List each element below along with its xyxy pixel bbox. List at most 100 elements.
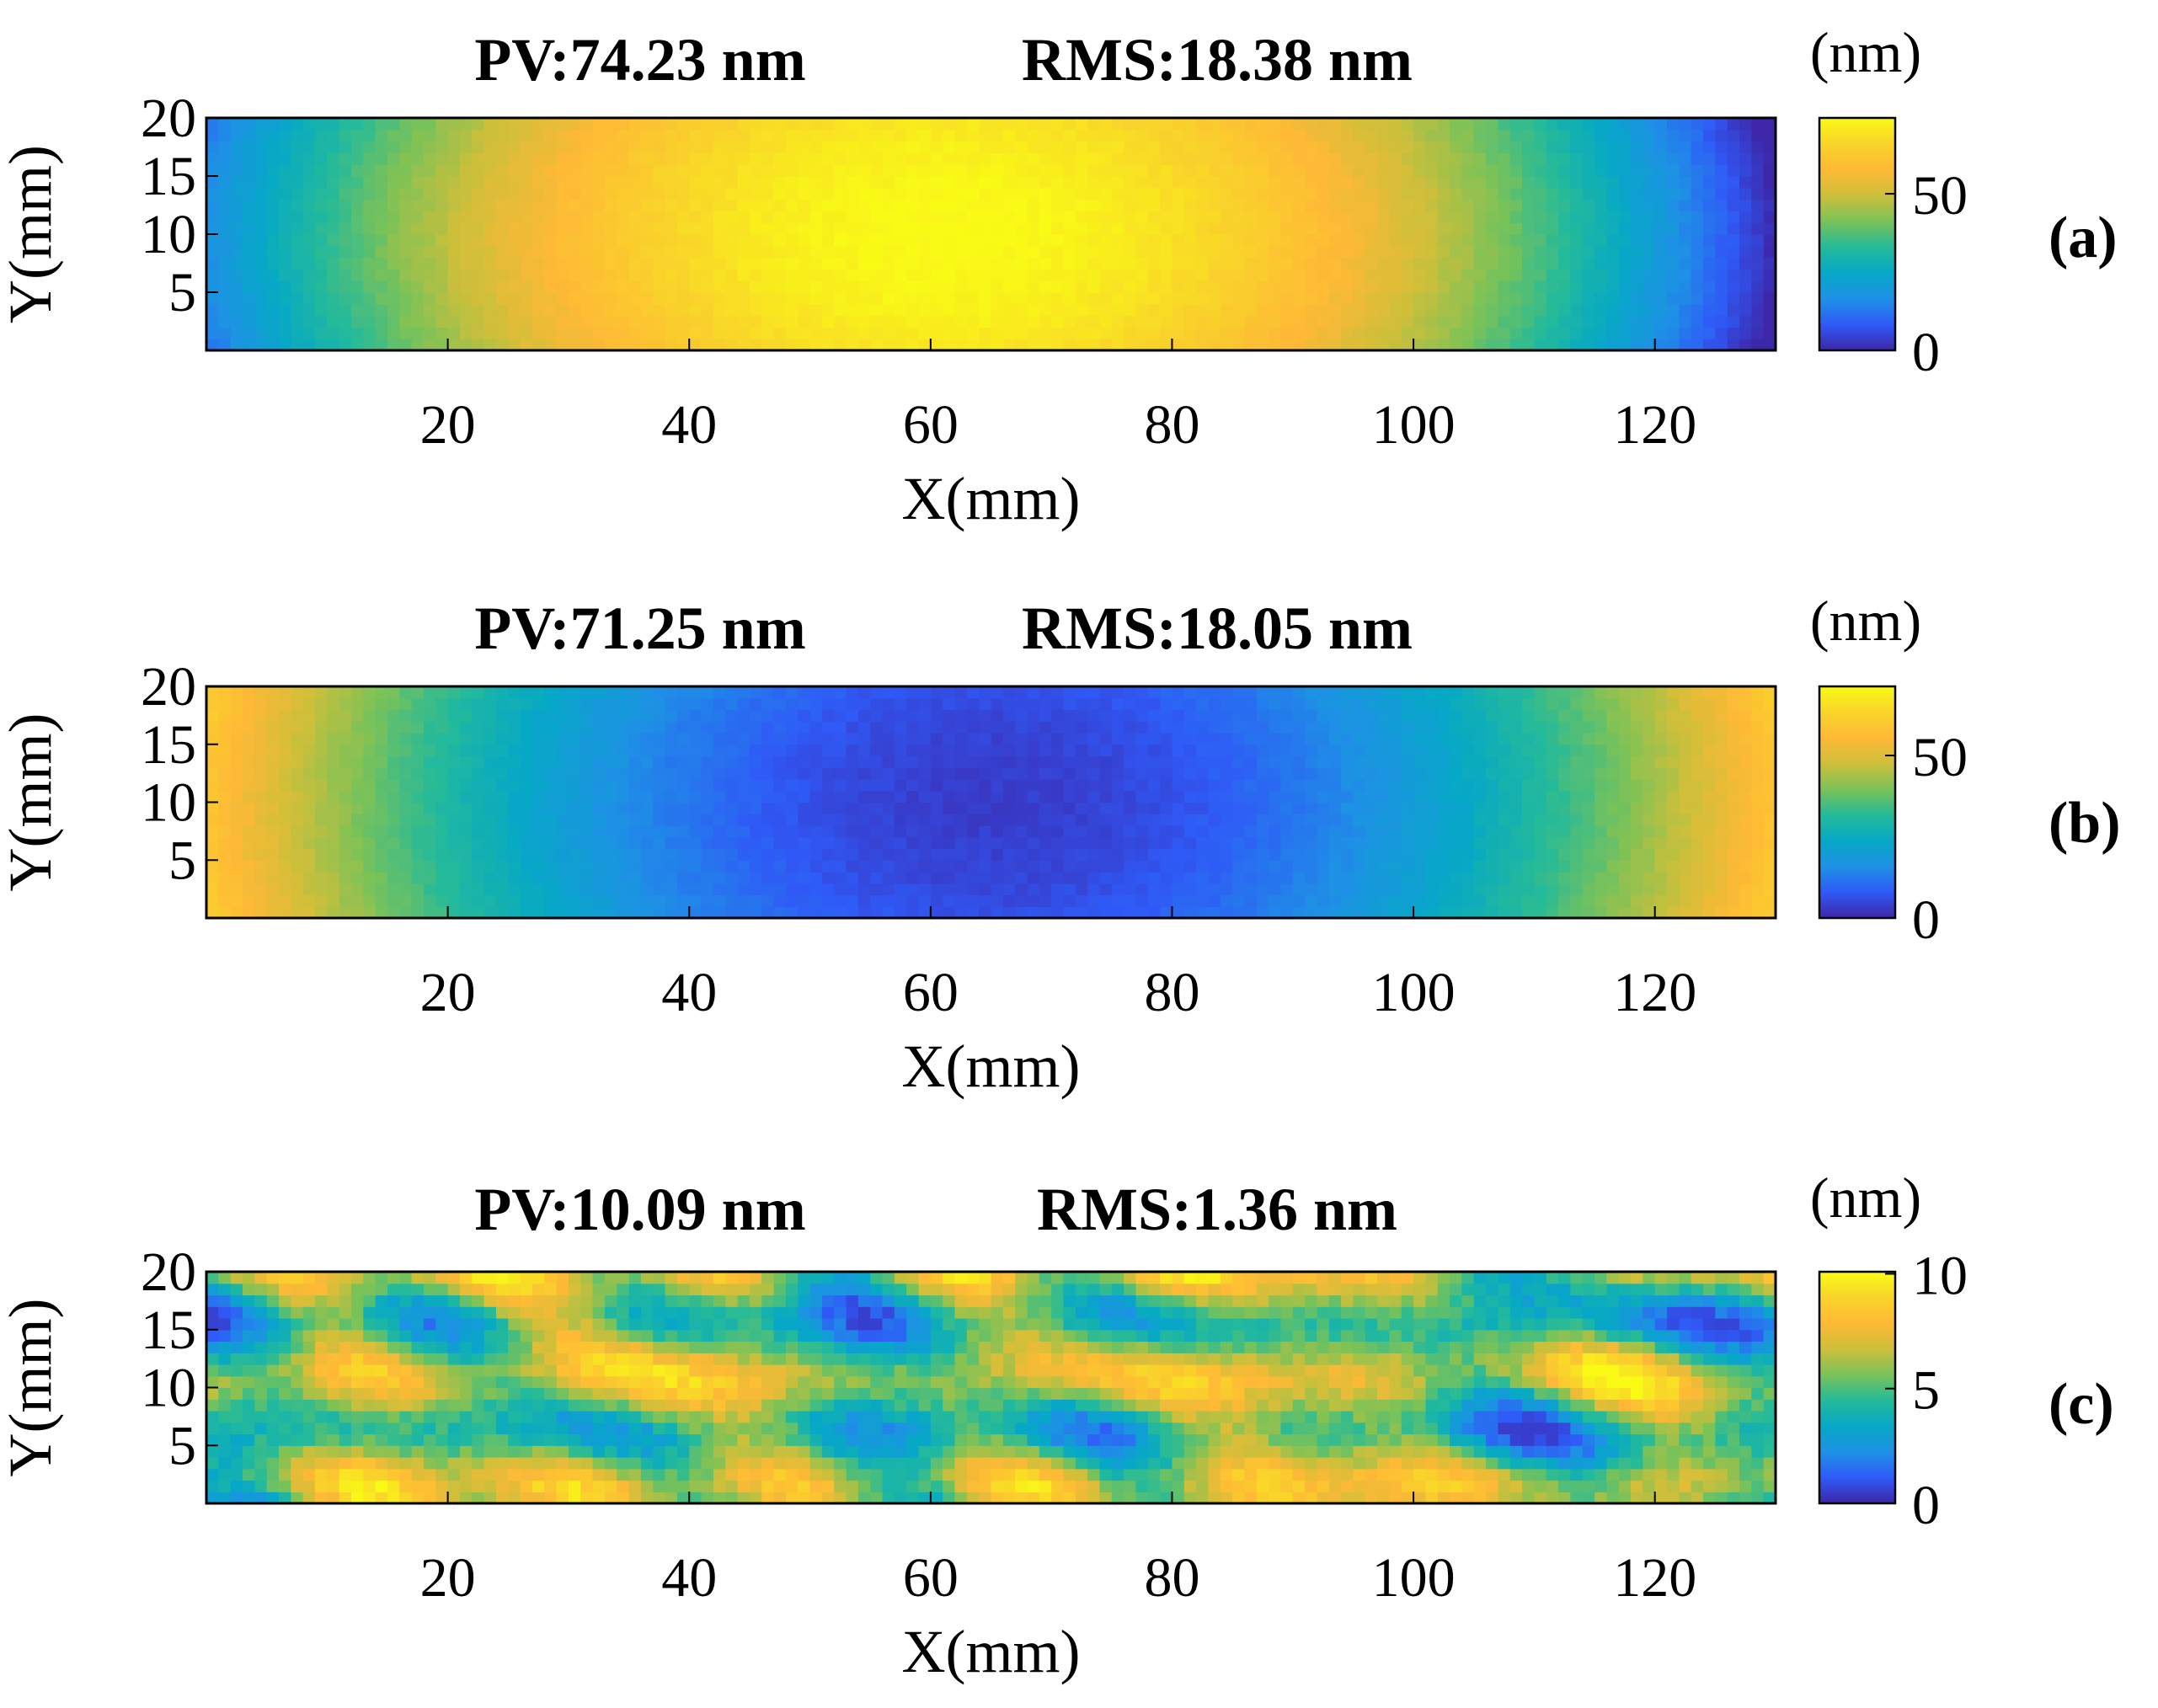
heatmap-cell <box>943 234 956 247</box>
heatmap-cell <box>327 779 340 792</box>
heatmap-cell <box>375 790 388 803</box>
heatmap-cell <box>314 199 328 211</box>
heatmap-cell <box>544 744 558 757</box>
heatmap-cell <box>1473 825 1487 838</box>
heatmap-cell <box>713 141 726 153</box>
heatmap-cell <box>1027 836 1040 850</box>
heatmap-cell <box>350 697 364 711</box>
heatmap-cell <box>1063 245 1076 259</box>
heatmap-cell <box>857 883 871 896</box>
heatmap-cell <box>1183 906 1197 919</box>
heatmap-cell <box>1413 257 1427 270</box>
heatmap-cell <box>1606 327 1620 339</box>
heatmap-cell <box>218 733 232 745</box>
heatmap-cell <box>1111 836 1124 850</box>
heatmap-cell <box>1147 211 1161 223</box>
heatmap-cell <box>278 339 291 351</box>
heatmap-cell <box>1317 339 1330 351</box>
heatmap-cell <box>1751 303 1765 317</box>
heatmap-cell <box>1618 315 1632 328</box>
heatmap-cell <box>1027 767 1040 780</box>
heatmap-cell <box>1679 802 1692 814</box>
heatmap-cell <box>435 292 449 305</box>
heatmap-cell <box>580 176 594 189</box>
heatmap-cell <box>387 872 400 884</box>
heatmap-cell <box>472 292 485 305</box>
heatmap-cell <box>1558 848 1571 861</box>
heatmap-cell <box>1401 222 1414 235</box>
heatmap-cell <box>531 234 545 247</box>
heatmap-cell <box>1244 176 1258 189</box>
heatmap-cell <box>1232 222 1246 235</box>
heatmap-cell <box>809 222 823 235</box>
heatmap-cell <box>737 802 750 814</box>
heatmap-cell <box>1546 245 1559 259</box>
heatmap-cell <box>254 269 268 281</box>
heatmap-cell <box>1087 141 1101 153</box>
heatmap-cell <box>592 152 606 165</box>
heatmap-cell <box>966 118 980 131</box>
heatmap-cell <box>1353 211 1366 223</box>
heatmap-cell <box>1618 721 1632 734</box>
heatmap-cell <box>459 790 473 803</box>
heatmap-cell <box>713 848 726 861</box>
heatmap-cell <box>1437 733 1450 745</box>
heatmap-cell <box>1509 176 1523 189</box>
heatmap-cell <box>954 222 968 235</box>
heatmap-cell <box>1389 779 1402 792</box>
heatmap-cell <box>701 767 714 780</box>
heatmap-cell <box>665 211 678 223</box>
heatmap-cell <box>1353 141 1366 153</box>
heatmap-cell <box>894 269 907 281</box>
heatmap-cell <box>278 199 291 211</box>
heatmap-cell <box>966 211 980 223</box>
heatmap-cell <box>918 176 932 189</box>
heatmap-cell <box>1667 721 1680 734</box>
heatmap-cell <box>930 744 943 757</box>
heatmap-cell <box>1087 825 1101 838</box>
heatmap-cell <box>676 802 690 814</box>
heatmap-cell <box>653 234 666 247</box>
heatmap-cell <box>1051 234 1065 247</box>
heatmap-cell <box>1582 187 1595 200</box>
heatmap-cell <box>1292 164 1306 177</box>
heatmap-cell <box>1183 802 1197 814</box>
heatmap-cell <box>1328 814 1342 826</box>
heatmap-cell <box>314 315 328 328</box>
heatmap-cell <box>737 814 750 826</box>
heatmap-cell <box>1461 848 1475 861</box>
heatmap-cell <box>1027 315 1040 328</box>
heatmap-cell <box>1558 790 1571 803</box>
heatmap-cell <box>906 721 920 734</box>
heatmap-cell <box>1160 187 1173 200</box>
heatmap-cell <box>689 802 702 814</box>
heatmap-cell <box>1751 327 1765 339</box>
heatmap-cell <box>846 280 859 293</box>
heatmap-cell <box>894 187 907 200</box>
heatmap-cell <box>302 245 316 259</box>
heatmap-cell <box>520 327 533 339</box>
heatmap-cell <box>1317 187 1330 200</box>
heatmap-cell <box>387 118 400 131</box>
heatmap-cell <box>520 721 533 734</box>
heatmap-cell <box>943 802 956 814</box>
heatmap-cell <box>1473 836 1487 850</box>
heatmap-cell <box>991 767 1004 780</box>
heatmap-cell <box>1039 257 1052 270</box>
heatmap-cell <box>1328 767 1342 780</box>
heatmap-cell <box>1172 733 1185 745</box>
heatmap-cell <box>798 779 811 792</box>
heatmap-cell <box>447 234 461 247</box>
heatmap-cell <box>230 234 243 247</box>
heatmap-cell <box>749 327 762 339</box>
heatmap-cell <box>1232 211 1246 223</box>
heatmap-cell <box>266 755 280 768</box>
heatmap-cell <box>218 199 232 211</box>
heatmap-cell <box>1606 315 1620 328</box>
heatmap-cell <box>1727 315 1740 328</box>
heatmap-cell <box>737 187 750 200</box>
heatmap-cell <box>1208 733 1221 745</box>
heatmap-cell <box>701 176 714 189</box>
heatmap-cell <box>1232 164 1246 177</box>
heatmap-cell <box>1292 303 1306 317</box>
